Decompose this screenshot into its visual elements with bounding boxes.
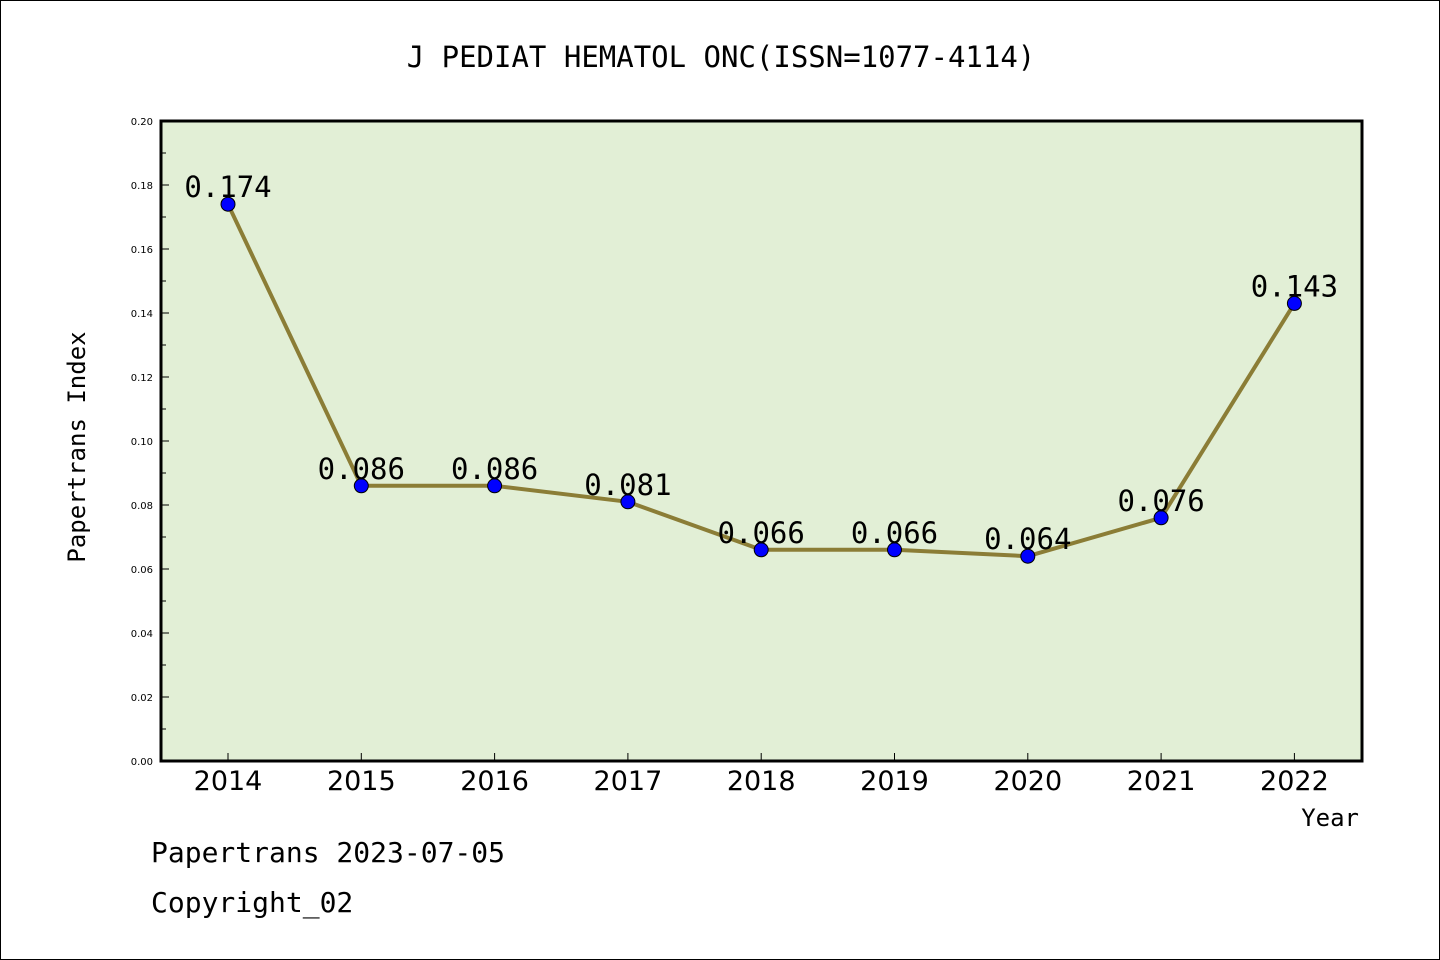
data-label: 0.143 [1251, 269, 1338, 303]
data-label: 0.066 [851, 516, 938, 550]
data-label: 0.174 [184, 170, 271, 204]
y-tick-label: 0.10 [131, 437, 153, 448]
data-point [1286, 295, 1302, 311]
x-tick-label: 2015 [327, 766, 396, 797]
footer-date: Papertrans 2023-07-05 [151, 836, 506, 869]
data-point [1153, 510, 1169, 526]
y-tick-label: 0.14 [131, 309, 153, 320]
data-point [353, 478, 369, 494]
data-point [620, 494, 636, 510]
data-point [487, 478, 503, 494]
x-tick-label: 2019 [860, 766, 929, 797]
x-tick-label: 2017 [594, 766, 663, 797]
y-axis-label: Papertrans Index [63, 331, 91, 562]
plot-area [159, 119, 1364, 763]
data-point [753, 542, 769, 558]
y-tick-label: 0.06 [131, 565, 153, 576]
x-tick-label: 2022 [1260, 766, 1329, 797]
data-label: 0.064 [984, 522, 1071, 556]
chart-title: J PEDIAT HEMATOL ONC(ISSN=1077-4114) [407, 40, 1036, 74]
y-tick-label: 0.02 [131, 693, 153, 704]
x-tick-label: 2014 [194, 766, 263, 797]
data-label: 0.086 [451, 452, 538, 486]
x-tick-label: 2018 [727, 766, 796, 797]
x-tick-label: 2020 [993, 766, 1062, 797]
data-point [220, 196, 236, 212]
data-label: 0.076 [1117, 484, 1204, 518]
series-group: 0.174 0.086 0.086 0.081 0.066 0.066 0.064 0.076… [184, 170, 1338, 564]
y-tick-label: 0.18 [131, 181, 153, 192]
y-tick-label: 0.08 [131, 501, 153, 512]
x-tick-label: 2021 [1127, 766, 1196, 797]
data-point [1020, 548, 1036, 564]
x-axis-label: Year [1301, 804, 1359, 832]
x-axis: 2014 2015 2016 2017 2018 2019 2020 2021 2022 [194, 753, 1329, 797]
footer-copyright: Copyright_02 [151, 886, 354, 919]
y-tick-label: 0.12 [131, 373, 153, 384]
x-tick-label: 2016 [460, 766, 529, 797]
y-tick-label: 0.00 [131, 757, 153, 768]
data-label: 0.081 [584, 468, 671, 502]
y-tick-label: 0.16 [131, 245, 153, 256]
data-point [887, 542, 902, 558]
data-label: 0.066 [718, 516, 805, 550]
y-tick-label: 0.20 [131, 117, 153, 128]
y-tick-label: 0.04 [131, 629, 153, 640]
y-axis: 0.00 0.02 0.04 0.06 0.08 0.10 0.12 0.14 0.16 0.18… [131, 117, 169, 768]
data-label: 0.086 [318, 452, 405, 486]
